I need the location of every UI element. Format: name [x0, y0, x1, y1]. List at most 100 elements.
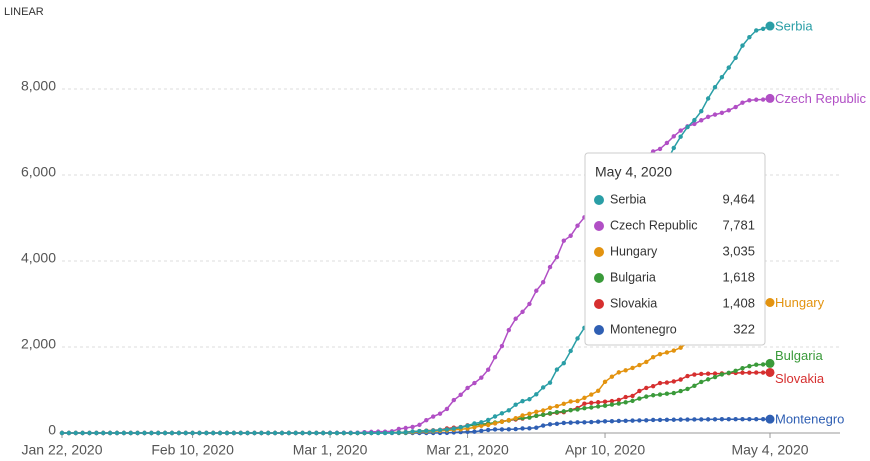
data-point [465, 429, 470, 435]
tooltip-series-name: Slovakia [610, 296, 657, 310]
data-point [492, 427, 498, 432]
data-point [609, 398, 615, 404]
data-point [602, 419, 608, 424]
data-point [259, 430, 264, 436]
data-point [699, 109, 704, 114]
data-point [252, 430, 257, 436]
data-point [506, 327, 511, 333]
data-point [444, 427, 450, 432]
data-point [678, 345, 683, 350]
data-point [712, 374, 718, 380]
data-point [747, 416, 752, 422]
data-point [444, 406, 450, 412]
data-point [238, 430, 243, 436]
data-point [540, 408, 546, 413]
data-point [644, 359, 649, 365]
data-point [602, 403, 608, 408]
data-point [369, 430, 374, 436]
data-point [765, 414, 775, 424]
data-point [506, 427, 511, 432]
data-point [589, 419, 594, 425]
data-point [595, 388, 601, 394]
series-end-label: Hungary [775, 295, 825, 310]
data-point [765, 21, 775, 31]
data-point [747, 363, 752, 369]
data-point [678, 417, 683, 422]
data-point [664, 391, 670, 396]
data-point [534, 288, 539, 293]
data-point [59, 430, 65, 436]
series-end-label: Montenegro [775, 412, 844, 427]
data-point [513, 402, 518, 407]
data-point [492, 421, 498, 426]
data-point [754, 416, 759, 422]
data-point [94, 430, 99, 436]
series-end-label: Bulgaria [775, 348, 823, 363]
data-point [699, 118, 704, 123]
data-point [424, 417, 429, 423]
data-point [472, 429, 477, 434]
data-point [623, 394, 628, 400]
data-point [760, 97, 766, 102]
data-point [719, 372, 725, 377]
data-point [733, 104, 738, 110]
tooltip-value: 1,618 [722, 269, 755, 284]
data-point [485, 417, 491, 423]
data-point [568, 233, 573, 238]
data-point [561, 401, 566, 407]
data-point [540, 412, 546, 418]
data-point [128, 430, 133, 436]
data-point [754, 97, 759, 102]
tooltip-box [584, 152, 766, 346]
data-point [664, 380, 670, 385]
data-point [162, 430, 168, 436]
data-point [80, 430, 85, 436]
data-point [765, 358, 775, 368]
data-point [554, 404, 560, 409]
data-point [602, 399, 608, 404]
scale-toggle[interactable]: LINEAR [4, 6, 44, 18]
data-point [169, 430, 175, 436]
data-point [712, 84, 718, 90]
data-point [582, 405, 587, 411]
data-point [492, 414, 498, 419]
data-point [644, 385, 649, 391]
data-point [534, 413, 539, 419]
data-point [300, 430, 305, 436]
data-point [197, 430, 202, 436]
data-point [499, 427, 505, 432]
data-point [637, 388, 642, 394]
data-point [616, 418, 621, 424]
data-point [664, 350, 670, 355]
data-point [733, 416, 738, 422]
data-point [540, 385, 546, 390]
data-point [740, 100, 745, 105]
data-point [623, 400, 628, 405]
data-point [183, 430, 188, 436]
data-point [513, 426, 518, 432]
data-point [272, 430, 278, 436]
tooltip-swatch [594, 195, 604, 205]
data-point [389, 430, 395, 435]
data-point [382, 430, 388, 436]
data-point [499, 411, 505, 416]
data-point [142, 430, 147, 436]
data-point [217, 430, 223, 436]
data-point [712, 112, 718, 117]
data-point [568, 348, 573, 354]
data-point [396, 426, 402, 432]
data-point [740, 370, 745, 375]
data-point [479, 423, 484, 429]
data-point [534, 392, 539, 397]
data-point [568, 399, 573, 404]
data-point [685, 386, 690, 392]
data-point [650, 383, 656, 389]
data-point [520, 398, 525, 404]
data-point [650, 393, 656, 398]
data-point [458, 424, 463, 430]
data-point [705, 377, 711, 382]
data-point [506, 408, 511, 413]
data-point [657, 380, 663, 386]
tooltip-series-name: Montenegro [610, 322, 677, 336]
